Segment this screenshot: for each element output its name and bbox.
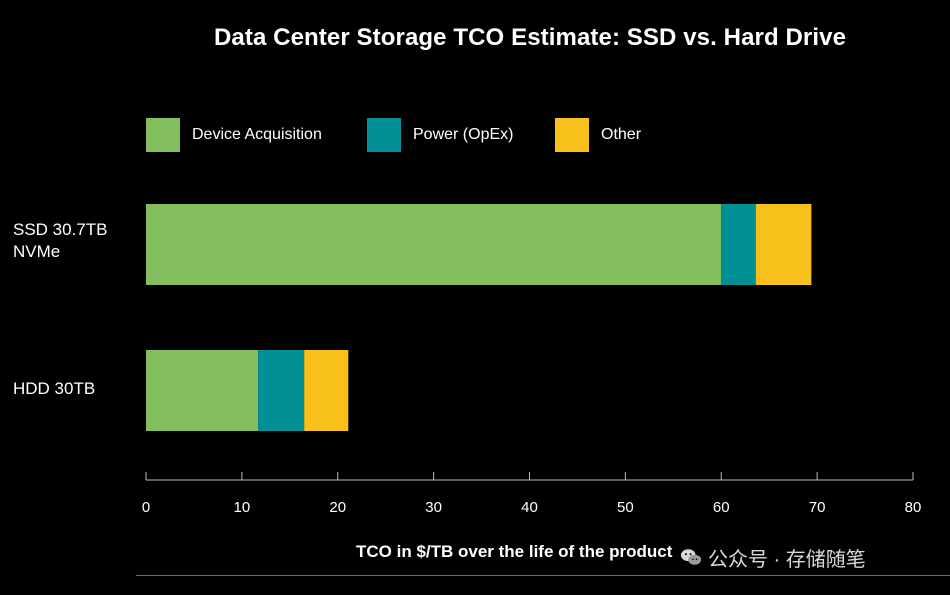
bar-hdd-30tb-other: [304, 350, 349, 431]
x-tick-label-0: 0: [142, 499, 150, 516]
wechat-logo-icon: [680, 549, 702, 565]
legend-item-device-acquisition: Device Acquisition: [146, 118, 322, 152]
bar-hdd-30tb-device-acquisition: [146, 350, 259, 431]
x-tick-label-70: 70: [809, 499, 826, 516]
x-tick-label-30: 30: [425, 499, 442, 516]
bar-ssd-30-7tb-nvme-power-opex: [721, 204, 756, 285]
x-tick-label-60: 60: [713, 499, 730, 516]
category-label-ssd-line2: NVMe: [13, 242, 61, 261]
x-tick-label-40: 40: [521, 499, 538, 516]
watermark: 公众号 · 存储随笔: [680, 542, 866, 572]
x-tick-label-20: 20: [329, 499, 346, 516]
x-tick-label-80: 80: [905, 499, 922, 516]
watermark-text: 公众号 · 存储随笔: [708, 548, 866, 571]
legend-swatch-other: [555, 118, 589, 152]
bar-ssd-30-7tb-nvme-device-acquisition: [146, 204, 722, 285]
x-tick-label-10: 10: [234, 499, 251, 516]
category-label-ssd: SSD 30.7TB NVMe: [13, 219, 108, 263]
bottom-divider: [136, 575, 950, 576]
category-label-hdd: HDD 30TB: [13, 378, 95, 400]
legend-label-other: Other: [601, 126, 642, 143]
category-label-hdd-line1: HDD 30TB: [13, 379, 96, 398]
x-axis-label: TCO in $/TB over the life of the product: [356, 542, 673, 561]
legend-label-power-opex: Power (OpEx): [413, 126, 514, 143]
x-tick-label-50: 50: [617, 499, 634, 516]
legend-label-device-acquisition: Device Acquisition: [192, 126, 322, 143]
bar-ssd-30-7tb-nvme-other: [755, 204, 812, 285]
category-label-ssd-line1: SSD 30.7TB: [13, 220, 108, 239]
legend-item-other: Other: [555, 118, 641, 152]
bar-hdd-30tb-power-opex: [258, 350, 305, 431]
legend-item-power-opex: Power (OpEx): [367, 118, 513, 152]
chart-title: Data Center Storage TCO Estimate: SSD vs…: [213, 24, 847, 51]
legend-swatch-device-acquisition: [146, 118, 180, 152]
legend-swatch-power-opex: [367, 118, 401, 152]
